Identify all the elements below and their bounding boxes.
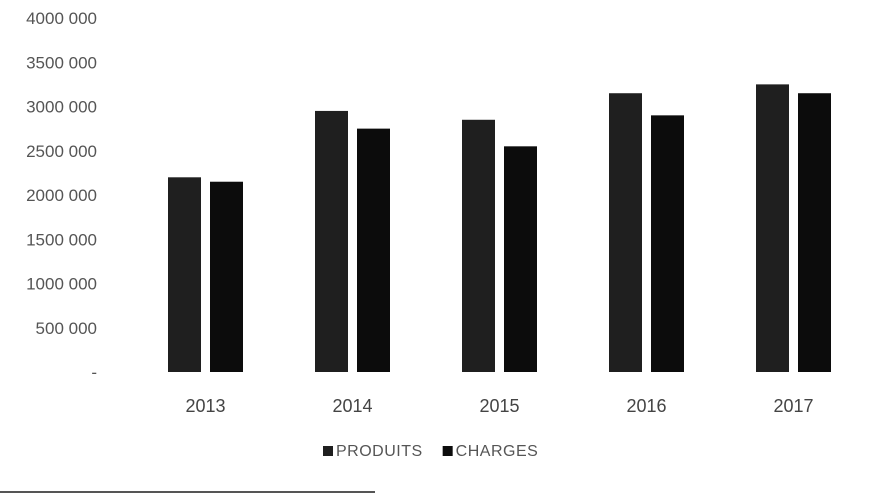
y-tick-label: 2500 000	[26, 142, 97, 161]
bar-produits-2017	[756, 84, 789, 372]
y-tick-label: 1000 000	[26, 275, 97, 294]
legend-label-produits: PRODUITS	[336, 443, 423, 460]
legend-swatch-charges	[442, 446, 453, 456]
x-tick-label: 2013	[185, 396, 225, 416]
bar-produits-2014	[315, 110, 348, 373]
bars	[168, 84, 831, 373]
bar-produits-2016	[609, 93, 642, 372]
bar-charges-2016	[651, 115, 684, 372]
y-tick-label: 3000 000	[26, 98, 97, 117]
bar-charges-2013	[210, 181, 243, 372]
bar-charges-2017	[798, 93, 831, 372]
bar-produits-2013	[168, 177, 201, 372]
legend: PRODUITS CHARGES	[323, 443, 538, 460]
y-tick-label: -	[91, 363, 97, 382]
bar-produits-2015	[462, 119, 495, 373]
y-tick-label: 2000 000	[26, 186, 97, 205]
x-axis-labels: 2013 2014 2015 2016 2017	[185, 396, 813, 416]
legend-label-charges: CHARGES	[456, 443, 539, 460]
y-tick-label: 3500 000	[26, 53, 97, 72]
x-tick-label: 2014	[332, 396, 372, 416]
x-tick-label: 2015	[479, 396, 519, 416]
x-tick-label: 2017	[773, 396, 813, 416]
x-tick-label: 2016	[626, 396, 666, 416]
y-tick-label: 500 000	[36, 319, 97, 338]
y-tick-label: 4000 000	[26, 9, 97, 28]
bar-charges-2015	[504, 146, 537, 372]
y-tick-label: 1500 000	[26, 230, 97, 249]
bar-charges-2014	[357, 128, 390, 372]
y-axis-ticks: - 500 000 1000 000 1500 000 2000 000 2500 000…	[26, 9, 97, 382]
legend-swatch-produits	[323, 446, 333, 456]
